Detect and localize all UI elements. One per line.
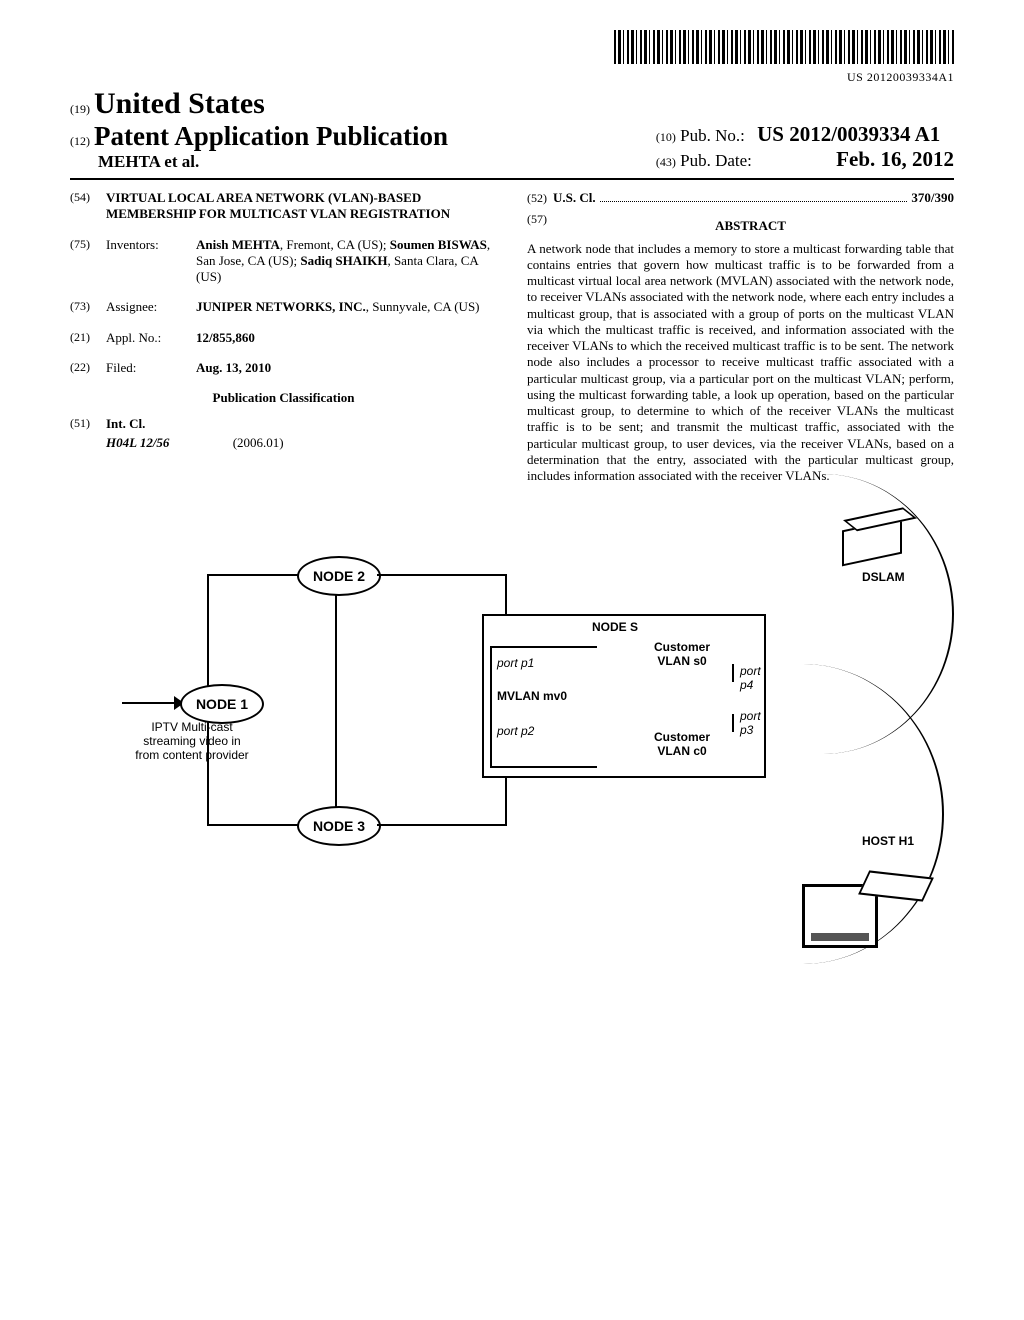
node-s-title: NODE S: [592, 620, 638, 634]
pubno-code: (10): [656, 130, 676, 144]
barcode-block: US 20120039334A1: [70, 30, 954, 85]
intcl-code: (51): [70, 416, 106, 432]
country-code: (19): [70, 102, 90, 116]
ring-right-line: [335, 574, 337, 826]
pubtype: Patent Application Publication: [94, 121, 448, 151]
assignee-label: Assignee:: [106, 299, 196, 315]
filed-val: Aug. 13, 2010: [196, 360, 497, 376]
intcl-year: (2006.01): [233, 435, 284, 450]
applno-val: 12/855,860: [196, 330, 497, 346]
dotfill: [600, 200, 908, 202]
pubdate-code: (43): [656, 155, 676, 169]
intcl-val: H04L 12/56: [106, 435, 169, 450]
dslam-label: DSLAM: [862, 570, 905, 584]
pubclass-hdr: Publication Classification: [70, 390, 497, 406]
abstract-code: (57): [527, 212, 547, 240]
invention-title: VIRTUAL LOCAL AREA NETWORK (VLAN)-BASED …: [106, 190, 497, 223]
barcode-icon: [614, 30, 954, 64]
node1: NODE 1: [180, 684, 264, 724]
uscl-label: U.S. Cl.: [553, 190, 596, 206]
pubdate-label: Pub. Date:: [680, 151, 752, 170]
header-row: (19) United States (12) Patent Applicati…: [70, 87, 954, 172]
right-column: (52) U.S. Cl. 370/390 (57) ABSTRACT A ne…: [527, 190, 954, 484]
n3-to-s-line-h: [377, 824, 507, 826]
node2: NODE 2: [297, 556, 381, 596]
inventors-label: Inventors:: [106, 237, 196, 286]
intcl-label: Int. Cl.: [106, 416, 145, 431]
author-line: MEHTA et al.: [98, 152, 199, 171]
divider: [70, 178, 954, 180]
country: United States: [94, 87, 265, 120]
iptv-caption: IPTV Multi-cast streaming video in from …: [102, 720, 282, 762]
title-code: (54): [70, 190, 106, 223]
port-p2: port p2: [497, 724, 534, 738]
biblio-columns: (54) VIRTUAL LOCAL AREA NETWORK (VLAN)-B…: [70, 190, 954, 484]
assignee-code: (73): [70, 299, 106, 315]
pubdate: Feb. 16, 2012: [836, 147, 954, 171]
network-diagram: NODE 1 NODE 2 NODE 3 IPTV Multi-cast str…: [102, 514, 922, 974]
input-line: [122, 702, 180, 704]
mvlan-label: MVLAN mv0: [497, 689, 567, 703]
filed-code: (22): [70, 360, 106, 376]
host-label: HOST H1: [862, 834, 914, 848]
filed-label: Filed:: [106, 360, 196, 376]
header-left: (19) United States (12) Patent Applicati…: [70, 87, 656, 172]
n2-to-s-line-h: [377, 574, 507, 576]
pubno-label: Pub. No.:: [680, 126, 745, 145]
node3: NODE 3: [297, 806, 381, 846]
port-p1: port p1: [497, 656, 534, 670]
left-column: (54) VIRTUAL LOCAL AREA NETWORK (VLAN)-B…: [70, 190, 497, 484]
uscl-code: (52): [527, 191, 547, 206]
barcode-number: US 20120039334A1: [70, 70, 954, 85]
pubno: US 2012/0039334 A1: [757, 122, 940, 146]
uscl-val: 370/390: [911, 190, 954, 206]
pubtype-code: (12): [70, 134, 90, 148]
header-right: (10) Pub. No.: US 2012/0039334 A1 (43) P…: [656, 122, 954, 172]
assignee-val: JUNIPER NETWORKS, INC., Sunnyvale, CA (U…: [196, 299, 497, 315]
inventors-code: (75): [70, 237, 106, 286]
applno-label: Appl. No.:: [106, 330, 196, 346]
abstract-body: A network node that includes a memory to…: [527, 241, 954, 485]
inventors-val: Anish MEHTA, Fremont, CA (US); Soumen BI…: [196, 237, 497, 286]
abstract-hdr: ABSTRACT: [547, 218, 954, 234]
applno-code: (21): [70, 330, 106, 346]
